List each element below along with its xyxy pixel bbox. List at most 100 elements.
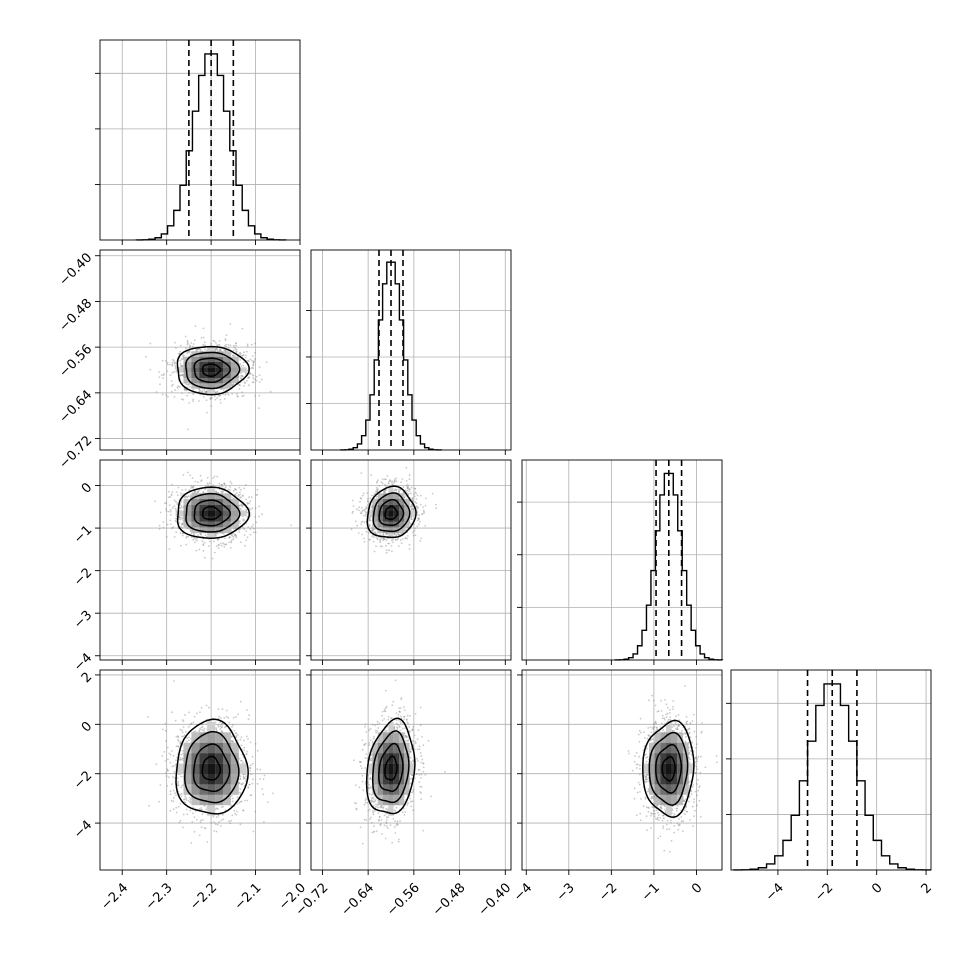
- scatter-point: [170, 799, 173, 802]
- scatter-point: [418, 523, 420, 526]
- scatter-point: [239, 791, 242, 794]
- scatter-point: [199, 390, 201, 392]
- scatter-point: [180, 344, 182, 347]
- scatter-point: [173, 797, 175, 799]
- scatter-point: [243, 351, 246, 354]
- scatter-point: [180, 500, 183, 503]
- scatter-point: [413, 493, 415, 495]
- scatter-point: [159, 383, 161, 386]
- scatter-point: [204, 390, 207, 393]
- scatter-point: [231, 354, 234, 357]
- scatter-point: [413, 523, 415, 526]
- scatter-point: [175, 491, 178, 493]
- scatter-point: [222, 393, 225, 395]
- scatter-point: [165, 502, 168, 504]
- scatter-point: [201, 391, 204, 393]
- scatter-point: [224, 345, 226, 347]
- scatter-point: [235, 351, 238, 353]
- scatter-point: [192, 343, 195, 345]
- scatter-point: [213, 475, 216, 478]
- scatter-point: [381, 545, 384, 548]
- scatter-point: [410, 516, 412, 519]
- scatter-point: [242, 361, 245, 364]
- scatter-point: [238, 384, 241, 387]
- scatter-point: [217, 725, 220, 728]
- scatter-point: [251, 381, 254, 384]
- scatter-point: [174, 341, 176, 344]
- scatter-point: [358, 509, 360, 512]
- scatter-point: [241, 395, 244, 397]
- scatter-point: [242, 364, 245, 367]
- scatter-point: [182, 398, 185, 401]
- hist-frame-0: [99, 39, 301, 241]
- scatter-point: [238, 486, 241, 489]
- scatter-point: [187, 350, 190, 353]
- scatter-point: [176, 494, 179, 497]
- scatter-point: [240, 736, 243, 738]
- scatter-point: [158, 528, 161, 530]
- scatter-point: [365, 515, 367, 517]
- scatter-point: [192, 721, 195, 724]
- scatter-point: [370, 474, 372, 476]
- scatter-point: [185, 543, 188, 546]
- scatter-point: [249, 372, 252, 375]
- scatter-point: [223, 545, 226, 548]
- scatter-point: [168, 363, 171, 366]
- scatter-point: [405, 484, 408, 487]
- scatter-point: [408, 548, 411, 550]
- scatter-point: [168, 776, 170, 779]
- scatter-point: [202, 336, 205, 339]
- scatter-point: [171, 491, 174, 493]
- scatter-point: [174, 365, 177, 367]
- scatter-point: [172, 358, 174, 361]
- scatter-point: [419, 540, 422, 542]
- scatter-point: [181, 374, 183, 376]
- scatter-point: [223, 543, 226, 546]
- scatter-point: [185, 389, 188, 392]
- density-cell: [175, 510, 184, 517]
- scatter-point: [245, 735, 248, 738]
- scatter-point: [212, 477, 215, 480]
- scatter-point: [175, 735, 178, 738]
- scatter-point: [258, 407, 260, 409]
- scatter-point: [169, 508, 172, 511]
- scatter-point: [201, 813, 204, 815]
- scatter-point: [218, 343, 221, 346]
- scatter-point: [229, 486, 232, 488]
- scatter-point: [255, 375, 258, 378]
- scatter-point: [219, 542, 222, 545]
- scatter-point: [197, 481, 199, 484]
- scatter-point: [255, 494, 258, 497]
- scatter-point: [224, 349, 227, 352]
- scatter-point: [181, 364, 184, 367]
- scatter-point: [247, 377, 250, 380]
- density-cell: [183, 510, 192, 517]
- scatter-point: [194, 480, 197, 483]
- scatter-point: [261, 513, 263, 516]
- scatter-point: [385, 484, 388, 487]
- scatter-point: [227, 347, 230, 349]
- scatter-point: [251, 782, 254, 785]
- scatter-point: [220, 484, 223, 486]
- scatter-point: [380, 481, 383, 484]
- scatter-point: [178, 522, 181, 524]
- scatter-point: [245, 539, 248, 542]
- scatter-point: [212, 484, 215, 487]
- scatter-point: [395, 539, 397, 541]
- scatter-point: [248, 496, 251, 499]
- scatter-point: [171, 383, 174, 386]
- scatter-point: [179, 375, 181, 377]
- scatter-point: [244, 484, 247, 486]
- scatter-point: [233, 533, 236, 536]
- scatter-point: [195, 549, 198, 552]
- scatter-point: [232, 383, 235, 385]
- scatter-point: [372, 529, 375, 531]
- scatter-point: [169, 496, 172, 498]
- scatter-point: [202, 327, 205, 330]
- scatter-point: [188, 385, 191, 388]
- scatter-point: [391, 480, 393, 482]
- scatter-point: [390, 539, 393, 542]
- scatter-point: [252, 524, 255, 526]
- scatter-point: [248, 373, 251, 375]
